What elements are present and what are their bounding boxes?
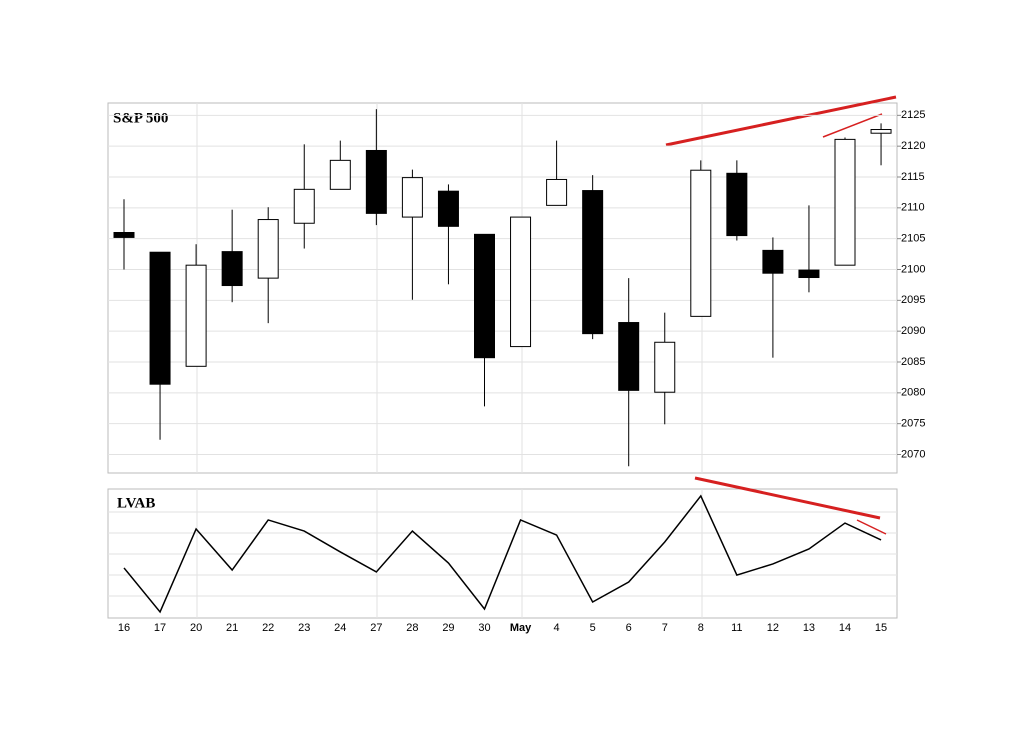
x-tick-label: 5 <box>590 622 596 634</box>
x-tick-label: 17 <box>154 622 166 634</box>
candle-body <box>185 264 207 367</box>
y-tick-label: 2095 <box>901 294 925 306</box>
y-tick-label: 2110 <box>901 202 925 214</box>
candle-body <box>618 322 640 391</box>
y-tick-label: 2075 <box>901 418 925 430</box>
x-tick-label: 24 <box>334 622 346 634</box>
candle-body <box>798 269 820 279</box>
candle-body <box>293 188 315 224</box>
x-tick-label: 21 <box>226 622 238 634</box>
indicator-title: LVAB <box>117 495 155 511</box>
trend-annotations <box>665 95 897 535</box>
candle-body <box>870 129 892 134</box>
x-tick-label: 27 <box>370 622 382 634</box>
candle-body <box>582 190 604 335</box>
x-tick-label: 15 <box>875 622 887 634</box>
y-tick-label: 2115 <box>901 171 925 183</box>
x-tick-label: 11 <box>731 622 742 634</box>
x-tick-label: 12 <box>767 622 779 634</box>
x-tick-label: May <box>510 622 532 634</box>
x-tick-label: 20 <box>190 622 202 634</box>
indicator-line <box>123 494 882 614</box>
x-tick-label: 4 <box>554 622 560 634</box>
x-tick-label: 16 <box>118 622 130 634</box>
y-tick-label: 2125 <box>901 109 925 121</box>
candle-body <box>365 149 387 214</box>
price-panel <box>107 102 898 474</box>
price-title: S&P 500 <box>113 110 168 126</box>
x-tick-label: 8 <box>698 622 704 634</box>
x-tick-label: 30 <box>478 622 490 634</box>
candle-body <box>546 178 568 206</box>
y-tick-label: 2090 <box>901 325 925 337</box>
candle-body <box>654 341 676 393</box>
y-tick-label: 2100 <box>901 263 925 275</box>
candle-body <box>221 251 243 287</box>
y-tick-label: 2105 <box>901 233 925 245</box>
x-tick-label: 13 <box>803 622 815 634</box>
y-tick-label: 2070 <box>901 448 925 460</box>
candle-body <box>437 190 459 227</box>
x-tick-label: 23 <box>298 622 310 634</box>
x-tick-label: 7 <box>662 622 668 634</box>
x-tick-label: 6 <box>626 622 632 634</box>
candle-body <box>474 233 495 359</box>
candle-body <box>510 216 532 348</box>
x-tick-label: 14 <box>839 622 851 634</box>
candle-body <box>834 138 856 266</box>
candle-body <box>257 219 279 279</box>
y-tick-label: 2080 <box>901 387 925 399</box>
y-tick-label: 2085 <box>901 356 925 368</box>
candle-body <box>149 251 171 385</box>
candle-body <box>401 177 423 218</box>
candle-body <box>113 232 135 238</box>
x-tick-label: 22 <box>262 622 274 634</box>
candle-body <box>726 172 748 237</box>
candle-body <box>690 169 712 317</box>
x-tick-label: 28 <box>406 622 418 634</box>
x-tick-label: 29 <box>442 622 454 634</box>
candle-body <box>329 159 351 190</box>
candle-body <box>762 249 784 274</box>
y-tick-label: 2120 <box>901 140 925 152</box>
